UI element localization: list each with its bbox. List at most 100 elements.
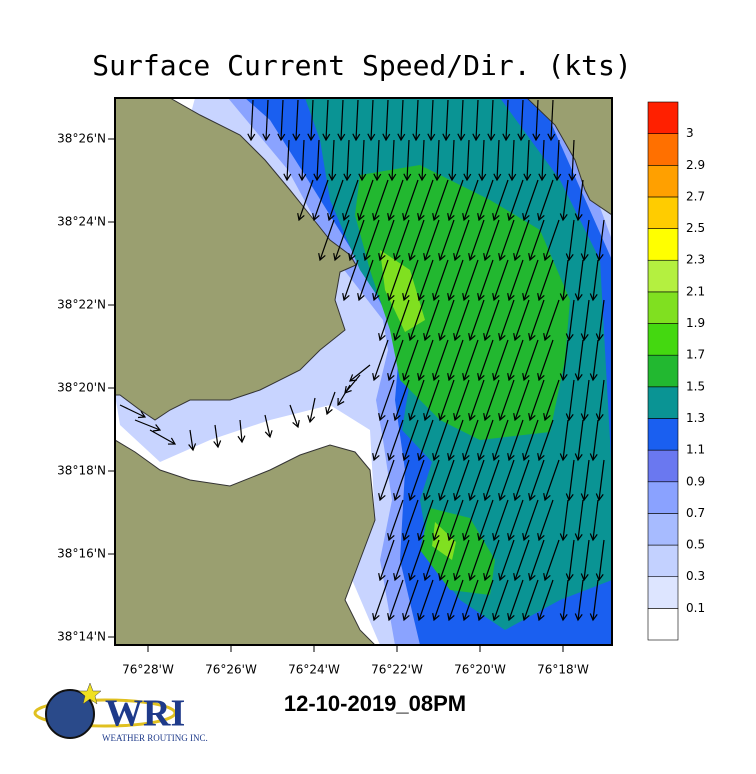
arrow-shaft (403, 579, 419, 621)
arrow (312, 179, 329, 222)
arrow (507, 339, 524, 382)
arrow-head (264, 430, 273, 439)
arrow-shaft (328, 179, 344, 221)
arrow-head (487, 133, 496, 142)
arrow-shaft (493, 179, 509, 221)
arrow (532, 99, 541, 142)
arrow-shaft (403, 499, 419, 541)
colorbar-box (647, 259, 679, 293)
arrow-head (423, 252, 431, 262)
arrow-shaft (508, 179, 524, 221)
arrow (373, 139, 382, 182)
arrow-shaft (514, 459, 530, 501)
arrow-head (483, 572, 491, 582)
arrow (344, 374, 361, 394)
arrow (408, 459, 425, 502)
arrow (307, 397, 316, 424)
arrow (327, 179, 344, 222)
arrow (483, 219, 500, 262)
arrow-shaft (379, 299, 395, 341)
arrow (264, 414, 273, 439)
arrow-shaft (499, 379, 515, 421)
arrow-head (432, 212, 440, 222)
arrow-shaft (364, 219, 380, 261)
colorbar-box (647, 291, 679, 324)
arrow-head (508, 173, 517, 182)
arrow (447, 419, 464, 462)
arrow (423, 299, 440, 342)
arrow-shaft (409, 459, 425, 501)
arrow (363, 219, 380, 262)
arrow-head (152, 424, 162, 432)
arrow-shaft (583, 379, 590, 421)
arrow-shaft (583, 219, 590, 261)
arrow (393, 379, 410, 422)
lat-label: 38°24'N (57, 215, 106, 229)
arrow (492, 579, 509, 622)
arrow (522, 579, 539, 622)
arrow (328, 139, 337, 182)
arrow-shaft (538, 259, 554, 301)
colorbar-box (647, 354, 679, 388)
arrow-shaft (583, 299, 590, 341)
arrow-shaft (592, 579, 599, 621)
arrow-shaft (421, 139, 425, 181)
arrow (438, 219, 455, 262)
arrow-head (387, 292, 395, 302)
arrow-shaft (499, 459, 515, 501)
arrow-shaft (433, 579, 449, 621)
arrow-head (438, 252, 446, 262)
lon-label: 76°18'W (537, 663, 589, 677)
arrow-head (543, 412, 551, 422)
lon-label: 76°24'W (288, 663, 340, 677)
arrow-head (432, 372, 440, 382)
arrow-head (417, 292, 425, 302)
arrow-shaft (430, 99, 434, 141)
arrow-head (513, 572, 521, 582)
arrow-shaft (562, 179, 569, 221)
arrow (528, 379, 545, 422)
arrow (547, 99, 556, 142)
arrow-head (580, 253, 589, 262)
arrow-head (423, 332, 431, 342)
arrow-shaft (394, 299, 410, 341)
arrow-shaft (523, 179, 539, 221)
arrow-shaft (484, 459, 500, 501)
arrow-head (417, 372, 425, 382)
arrow (537, 339, 554, 382)
arrow-shaft (373, 259, 389, 301)
timestamp: 12-10-2019_08PM (284, 691, 466, 716)
arrow-head (492, 612, 500, 622)
arrow (543, 379, 560, 422)
arrow (483, 459, 500, 502)
arrow-head (408, 252, 416, 262)
arrow-head (589, 293, 598, 302)
arrow-head (387, 612, 395, 622)
arrow-head (498, 412, 506, 422)
arrow-head (462, 452, 470, 462)
arrow-shaft (403, 339, 419, 381)
arrow (417, 339, 434, 382)
arrow-shaft (469, 379, 485, 421)
logo: WRI WEATHER ROUTING INC. (33, 682, 208, 743)
arrow-shaft (562, 499, 569, 541)
arrow (313, 139, 322, 182)
colorbar-label: 2.9 (686, 158, 705, 172)
arrow-head (417, 532, 425, 542)
arrow-shaft (418, 499, 434, 541)
arrow (580, 379, 590, 422)
arrow-head (507, 372, 515, 382)
arrow-shaft (568, 299, 575, 341)
arrow-head (322, 133, 331, 142)
arrow (565, 299, 575, 342)
arrow-shaft (478, 579, 494, 621)
arrow (574, 259, 584, 302)
arrow-shaft (592, 259, 599, 301)
arrow-head (483, 492, 491, 502)
speed-zone (380, 250, 425, 332)
arrow-shaft (388, 419, 404, 461)
arrow (462, 419, 479, 462)
arrow-shaft (592, 339, 599, 381)
arrow-head (528, 572, 536, 582)
